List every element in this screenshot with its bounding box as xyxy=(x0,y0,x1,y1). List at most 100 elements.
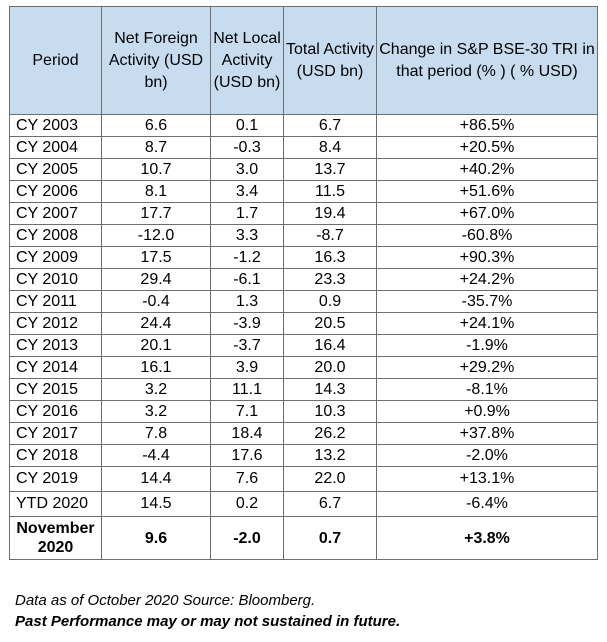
table-row-summary: November 2020 9.6 -2.0 0.7 +3.8% xyxy=(9,516,598,560)
cell-period: YTD 2020 xyxy=(9,491,102,517)
cell-change: +86.5% xyxy=(376,114,598,137)
cell-foreign: 10.7 xyxy=(101,158,211,181)
cell-change: -1.9% xyxy=(376,334,598,357)
cell-local: 3.9 xyxy=(210,356,284,379)
cell-change: -35.7% xyxy=(376,290,598,313)
cell-total: 6.7 xyxy=(283,491,377,517)
cell-total: 10.3 xyxy=(283,400,377,423)
table-row: CY 2015 3.2 11.1 14.3 -8.1% xyxy=(9,378,598,401)
table-row: CY 2013 20.1 -3.7 16.4 -1.9% xyxy=(9,334,598,357)
cell-total: 16.3 xyxy=(283,246,377,269)
cell-period: CY 2008 xyxy=(9,224,102,247)
cell-total: 0.9 xyxy=(283,290,377,313)
cell-local: -0.3 xyxy=(210,136,284,159)
cell-period: CY 2013 xyxy=(9,334,102,357)
cell-total: 22.0 xyxy=(283,466,377,492)
cell-foreign: 24.4 xyxy=(101,312,211,335)
table-row: CY 2007 17.7 1.7 19.4 +67.0% xyxy=(9,202,598,225)
header-change: Change in S&P BSE-30 TRI in that period … xyxy=(376,6,598,115)
cell-change: +67.0% xyxy=(376,202,598,225)
cell-foreign: -0.4 xyxy=(101,290,211,313)
table-row: CY 2019 14.4 7.6 22.0 +13.1% xyxy=(9,466,598,492)
table-header-row: Period Net Foreign Activity (USD bn) Net… xyxy=(9,6,598,115)
cell-period: CY 2012 xyxy=(9,312,102,335)
table-row: CY 2016 3.2 7.1 10.3 +0.9% xyxy=(9,400,598,423)
table-row: CY 2006 8.1 3.4 11.5 +51.6% xyxy=(9,180,598,203)
header-period: Period xyxy=(9,6,102,115)
cell-total: 14.3 xyxy=(283,378,377,401)
cell-foreign: 8.7 xyxy=(101,136,211,159)
table-row: CY 2004 8.7 -0.3 8.4 +20.5% xyxy=(9,136,598,159)
cell-period: CY 2018 xyxy=(9,444,102,467)
cell-local: -6.1 xyxy=(210,268,284,291)
cell-foreign: -12.0 xyxy=(101,224,211,247)
cell-change: -8.1% xyxy=(376,378,598,401)
table-row: CY 2008 -12.0 3.3 -8.7 -60.8% xyxy=(9,224,598,247)
cell-period: CY 2005 xyxy=(9,158,102,181)
cell-foreign: 17.7 xyxy=(101,202,211,225)
cell-total: 26.2 xyxy=(283,422,377,445)
cell-period: CY 2009 xyxy=(9,246,102,269)
cell-local: 1.7 xyxy=(210,202,284,225)
cell-total: 8.4 xyxy=(283,136,377,159)
cell-period: CY 2017 xyxy=(9,422,102,445)
cell-local: 11.1 xyxy=(210,378,284,401)
cell-period: CY 2019 xyxy=(9,466,102,492)
cell-foreign: 14.5 xyxy=(101,491,211,517)
header-net-local: Net Local Activity (USD bn) xyxy=(210,6,284,115)
table-row: YTD 2020 14.5 0.2 6.7 -6.4% xyxy=(9,491,598,517)
cell-foreign: 29.4 xyxy=(101,268,211,291)
cell-foreign: 20.1 xyxy=(101,334,211,357)
cell-change: +20.5% xyxy=(376,136,598,159)
cell-local: 0.2 xyxy=(210,491,284,517)
cell-local: 3.0 xyxy=(210,158,284,181)
cell-local: 3.3 xyxy=(210,224,284,247)
header-total: Total Activity (USD bn) xyxy=(283,6,377,115)
cell-period: CY 2015 xyxy=(9,378,102,401)
cell-local: -2.0 xyxy=(210,516,284,560)
cell-change: -6.4% xyxy=(376,491,598,517)
cell-change: +13.1% xyxy=(376,466,598,492)
cell-change: +3.8% xyxy=(376,516,598,560)
performance-disclaimer: Past Performance may or may not sustaine… xyxy=(15,613,401,630)
cell-foreign: 9.6 xyxy=(101,516,211,560)
table-row: CY 2018 -4.4 17.6 13.2 -2.0% xyxy=(9,444,598,467)
cell-change: +0.9% xyxy=(376,400,598,423)
cell-foreign: 14.4 xyxy=(101,466,211,492)
cell-change: +24.2% xyxy=(376,268,598,291)
cell-foreign: 16.1 xyxy=(101,356,211,379)
table-row: CY 2011 -0.4 1.3 0.9 -35.7% xyxy=(9,290,598,313)
table-row: CY 2003 6.6 0.1 6.7 +86.5% xyxy=(9,114,598,137)
cell-foreign: 6.6 xyxy=(101,114,211,137)
cell-total: -8.7 xyxy=(283,224,377,247)
table-row: CY 2012 24.4 -3.9 20.5 +24.1% xyxy=(9,312,598,335)
cell-period: CY 2014 xyxy=(9,356,102,379)
table-row: CY 2010 29.4 -6.1 23.3 +24.2% xyxy=(9,268,598,291)
cell-period: CY 2011 xyxy=(9,290,102,313)
cell-total: 11.5 xyxy=(283,180,377,203)
cell-local: 3.4 xyxy=(210,180,284,203)
cell-foreign: -4.4 xyxy=(101,444,211,467)
table-row: CY 2005 10.7 3.0 13.7 +40.2% xyxy=(9,158,598,181)
cell-total: 16.4 xyxy=(283,334,377,357)
cell-period: CY 2004 xyxy=(9,136,102,159)
cell-total: 20.5 xyxy=(283,312,377,335)
table-row: CY 2017 7.8 18.4 26.2 +37.8% xyxy=(9,422,598,445)
cell-local: 17.6 xyxy=(210,444,284,467)
cell-local: -3.7 xyxy=(210,334,284,357)
cell-local: 18.4 xyxy=(210,422,284,445)
cell-local: -3.9 xyxy=(210,312,284,335)
cell-change: +24.1% xyxy=(376,312,598,335)
cell-total: 6.7 xyxy=(283,114,377,137)
cell-total: 13.7 xyxy=(283,158,377,181)
cell-period: CY 2006 xyxy=(9,180,102,203)
cell-change: +90.3% xyxy=(376,246,598,269)
cell-total: 19.4 xyxy=(283,202,377,225)
source-note: Data as of October 2020 Source: Bloomber… xyxy=(15,592,316,609)
cell-period: CY 2003 xyxy=(9,114,102,137)
cell-foreign: 17.5 xyxy=(101,246,211,269)
cell-total: 23.3 xyxy=(283,268,377,291)
header-net-foreign: Net Foreign Activity (USD bn) xyxy=(101,6,211,115)
cell-total: 13.2 xyxy=(283,444,377,467)
cell-foreign: 8.1 xyxy=(101,180,211,203)
